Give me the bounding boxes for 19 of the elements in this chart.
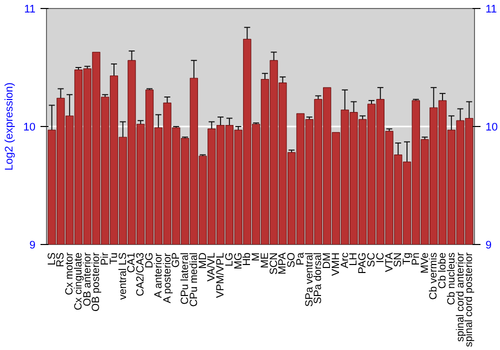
x-tick-label: Cb nucleus xyxy=(445,252,458,306)
x-tick-label: Tg xyxy=(401,252,414,265)
y-axis-title: Log2 (expression) xyxy=(3,82,16,171)
x-tick-label: spinal cord posterior xyxy=(463,252,476,348)
y-tick-label: 11 xyxy=(24,4,36,16)
x-tick-label: Cx cingulate xyxy=(72,252,84,310)
y2-tick-label: 11 xyxy=(486,4,497,16)
x-tick-label: CPu medial xyxy=(188,252,200,307)
x-tick-label: Pa xyxy=(294,252,306,266)
y-tick-label: 9 xyxy=(29,240,36,252)
x-tick-label: OB posterior xyxy=(90,252,102,312)
y2-tick-label: 10 xyxy=(486,122,498,134)
y-tick-label: 10 xyxy=(23,122,36,134)
x-tick-label: RS xyxy=(54,252,67,268)
x-tick-label: VMH xyxy=(330,252,342,276)
y2-tick-label: 9 xyxy=(486,240,492,252)
x-tick-label: Tu xyxy=(108,252,120,264)
x-tick-label: ME xyxy=(258,252,271,268)
x-tick-label: LG xyxy=(223,252,236,267)
